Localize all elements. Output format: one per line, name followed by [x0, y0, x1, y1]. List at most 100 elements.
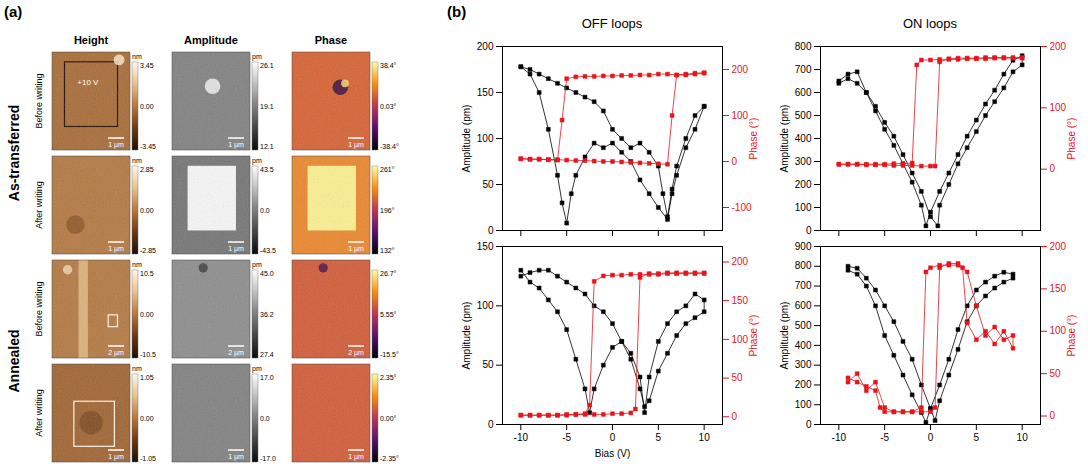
svg-text:600: 600 — [795, 87, 812, 98]
svg-text:0: 0 — [928, 432, 934, 443]
svg-text:-3.45: -3.45 — [140, 143, 156, 150]
svg-text:-5: -5 — [562, 432, 571, 443]
svg-text:150: 150 — [732, 295, 749, 306]
svg-text:-15.5°: -15.5° — [380, 351, 399, 358]
svg-text:-100: -100 — [732, 202, 752, 213]
svg-text:pm: pm — [252, 157, 262, 165]
svg-text:43.5: 43.5 — [260, 166, 274, 173]
svg-text:36.2: 36.2 — [260, 311, 274, 318]
svg-text:261°: 261° — [380, 166, 395, 173]
svg-text:100: 100 — [795, 202, 812, 213]
svg-text:10: 10 — [699, 432, 711, 443]
svg-text:900: 900 — [795, 241, 812, 252]
svg-text:After writing: After writing — [34, 389, 44, 437]
svg-text:0.03°: 0.03° — [380, 103, 397, 110]
svg-text:1 µm: 1 µm — [348, 453, 364, 461]
svg-text:2 µm: 2 µm — [108, 349, 124, 357]
svg-text:200: 200 — [732, 256, 749, 267]
svg-text:800: 800 — [795, 260, 812, 271]
svg-text:1 µm: 1 µm — [108, 245, 124, 253]
svg-text:-10.5: -10.5 — [140, 351, 156, 358]
svg-text:800: 800 — [795, 41, 812, 52]
svg-text:700: 700 — [795, 280, 812, 291]
svg-text:27.4: 27.4 — [260, 351, 274, 358]
svg-text:nm: nm — [132, 157, 142, 164]
svg-text:300: 300 — [795, 359, 812, 370]
svg-text:Amplitude: Amplitude — [184, 34, 238, 46]
svg-text:-43.5: -43.5 — [260, 247, 276, 254]
svg-text:38.4°: 38.4° — [380, 62, 397, 69]
svg-text:(a): (a) — [4, 3, 22, 20]
svg-text:200: 200 — [795, 179, 812, 190]
svg-text:nm: nm — [132, 53, 142, 60]
svg-text:1 µm: 1 µm — [228, 141, 244, 149]
svg-text:2 µm: 2 µm — [228, 349, 244, 357]
svg-text:150: 150 — [477, 87, 494, 98]
svg-text:19.1: 19.1 — [260, 103, 274, 110]
svg-text:132°: 132° — [380, 247, 395, 254]
svg-text:1 µm: 1 µm — [348, 141, 364, 149]
svg-text:0.00: 0.00 — [140, 415, 154, 422]
svg-text:0: 0 — [732, 411, 738, 422]
svg-text:nm: nm — [132, 261, 142, 268]
svg-text:12.1: 12.1 — [260, 143, 274, 150]
svg-text:200: 200 — [795, 379, 812, 390]
svg-text:196°: 196° — [380, 207, 395, 214]
svg-text:150: 150 — [477, 241, 494, 252]
svg-text:50: 50 — [732, 372, 744, 383]
svg-text:500: 500 — [795, 110, 812, 121]
svg-text:0: 0 — [1050, 410, 1056, 421]
svg-text:Amplitude (pm): Amplitude (pm) — [779, 302, 790, 370]
svg-text:-17.0: -17.0 — [260, 455, 276, 462]
svg-text:45.0: 45.0 — [260, 270, 274, 277]
svg-text:10: 10 — [1017, 432, 1029, 443]
svg-text:-38.4°: -38.4° — [380, 143, 399, 150]
svg-text:1 µm: 1 µm — [108, 141, 124, 149]
svg-text:0: 0 — [610, 432, 616, 443]
svg-text:200: 200 — [1050, 41, 1067, 52]
svg-text:-10: -10 — [514, 432, 529, 443]
svg-text:26.1: 26.1 — [260, 62, 274, 69]
svg-text:Phase (°): Phase (°) — [748, 118, 759, 160]
svg-text:0: 0 — [488, 225, 494, 236]
svg-text:0: 0 — [732, 156, 738, 167]
svg-text:1 µm: 1 µm — [348, 245, 364, 253]
svg-text:0.0: 0.0 — [260, 207, 270, 214]
svg-text:0: 0 — [806, 225, 812, 236]
svg-text:100: 100 — [732, 334, 749, 345]
svg-text:500: 500 — [795, 320, 812, 331]
svg-text:400: 400 — [795, 340, 812, 351]
svg-text:400: 400 — [795, 133, 812, 144]
svg-text:300: 300 — [795, 156, 812, 167]
svg-text:Bias (V): Bias (V) — [595, 448, 631, 459]
svg-text:0.00: 0.00 — [140, 103, 154, 110]
svg-text:5: 5 — [974, 432, 980, 443]
svg-text:Before writing: Before writing — [34, 281, 44, 336]
svg-text:-1.05: -1.05 — [140, 455, 156, 462]
svg-text:Annealed: Annealed — [6, 329, 22, 392]
svg-text:600: 600 — [795, 300, 812, 311]
svg-text:17.0: 17.0 — [260, 374, 274, 381]
svg-text:After writing: After writing — [34, 181, 44, 229]
svg-text:0: 0 — [806, 419, 812, 430]
svg-text:Before writing: Before writing — [34, 73, 44, 128]
svg-text:Amplitude (pm): Amplitude (pm) — [461, 302, 472, 370]
svg-text:1 µm: 1 µm — [108, 453, 124, 461]
svg-text:2 µm: 2 µm — [348, 349, 364, 357]
svg-text:Amplitude (pm): Amplitude (pm) — [461, 105, 472, 173]
svg-text:10.5: 10.5 — [140, 270, 154, 277]
svg-text:100: 100 — [477, 133, 494, 144]
svg-text:100: 100 — [795, 399, 812, 410]
svg-text:0.00: 0.00 — [140, 207, 154, 214]
svg-text:Amplitude (pm): Amplitude (pm) — [779, 105, 790, 173]
svg-text:As-transferred: As-transferred — [6, 105, 22, 201]
svg-text:150: 150 — [1050, 283, 1067, 294]
svg-text:pm: pm — [252, 53, 262, 61]
svg-text:100: 100 — [732, 110, 749, 121]
svg-text:100: 100 — [1050, 325, 1067, 336]
svg-text:200: 200 — [1050, 241, 1067, 252]
svg-text:Phase (°): Phase (°) — [1066, 315, 1077, 357]
svg-text:1 µm: 1 µm — [228, 245, 244, 253]
svg-text:1 µm: 1 µm — [228, 453, 244, 461]
svg-text:pm: pm — [252, 261, 262, 269]
